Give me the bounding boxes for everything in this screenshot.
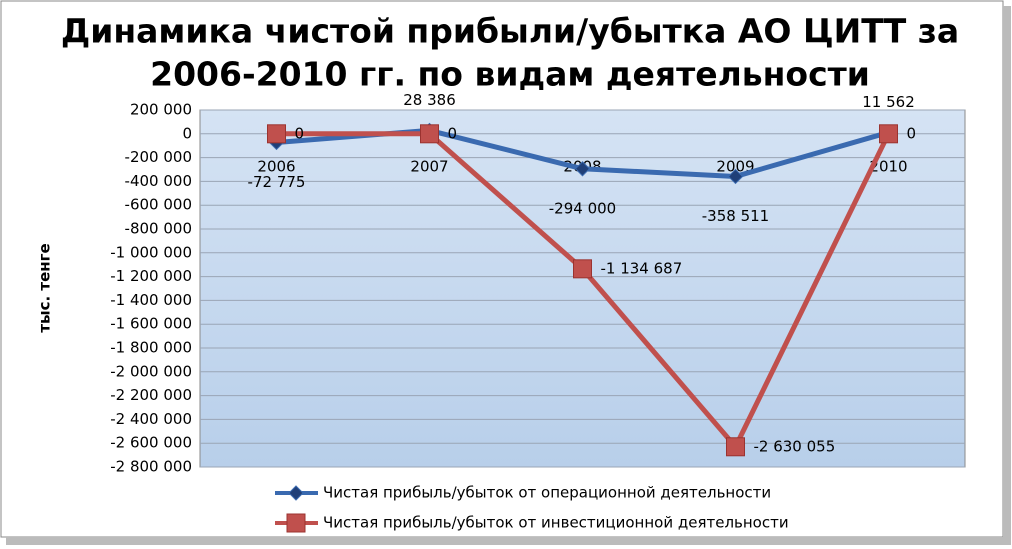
y-tick-label: -1 600 000 [110,315,192,333]
shadow [6,537,1011,545]
point [726,437,745,457]
data-label: -1 134 687 [601,259,683,277]
x-tick-label: 2007 [410,157,448,175]
legend-label: Чистая прибыль/убыток от инвестиционной … [323,514,789,532]
point [879,124,898,144]
data-label: -294 000 [549,199,616,217]
y-tick-label: -2 800 000 [110,458,192,476]
y-tick-label: -1 000 000 [110,243,192,261]
y-tick-label: -2 600 000 [110,434,192,452]
legend-label: Чистая прибыль/убыток от операционной де… [323,484,771,502]
y-tick-label: -2 400 000 [110,410,192,428]
data-label: -358 511 [702,207,769,225]
y-tick-label: -2 000 000 [110,362,192,380]
point [573,259,592,279]
data-label: -72 775 [248,173,306,191]
point [574,161,591,177]
data-label: 28 386 [403,91,456,109]
y-tick-label: -1 800 000 [110,339,192,357]
data-label: 0 [448,124,458,142]
chart-title: Динамика чистой прибыли/убытка АО ЦИТТ з… [61,12,959,51]
y-tick-label: -200 000 [125,148,192,166]
y-tick-label: -400 000 [125,172,192,190]
y-tick-label: -2 200 000 [110,386,192,404]
y-axis-label: тыс. тенге [36,243,54,332]
point [267,124,286,144]
data-label: 0 [907,124,917,142]
y-tick-label: -1 400 000 [110,291,192,309]
point [420,124,439,144]
x-tick-label: 2009 [716,157,754,175]
y-tick-label: 200 000 [130,101,192,119]
x-tick-label: 2010 [869,157,907,175]
y-tick-label: -800 000 [125,220,192,238]
data-label: -2 630 055 [754,437,836,455]
shadow [1003,6,1011,542]
legend-marker [286,513,306,533]
chart-title: 2006-2010 гг. по видам деятельности [150,55,870,94]
y-tick-label: -600 000 [125,196,192,214]
legend-marker [288,485,304,501]
y-tick-label: 0 [182,124,192,142]
data-label: 11 562 [862,93,915,111]
x-tick-label: 2006 [257,157,295,175]
point [727,168,744,185]
y-tick-label: -1 200 000 [110,267,192,285]
data-label: 0 [295,124,305,142]
